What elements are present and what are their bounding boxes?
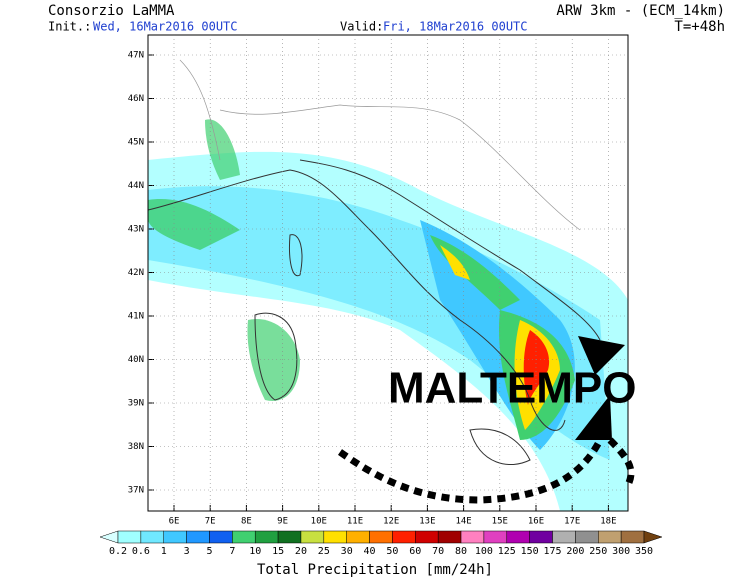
colorbar-label: 150 [521,546,539,557]
colorbar-over [643,530,663,544]
colorbar-box [483,530,508,544]
arrow-bottom [575,395,612,440]
lon-label: 16E [528,517,544,527]
lat-label: 38N [128,442,144,452]
precip-light2 [148,186,610,460]
colorbar-label: 0.2 [109,546,127,557]
precip-sardinia [247,319,300,401]
colorbar-label: 3 [184,546,190,557]
colorbar-box [277,530,302,544]
colorbar-label: 200 [566,546,584,557]
colorbar-label: 175 [543,546,561,557]
dotted-arc [337,438,604,504]
lon-label: 12E [383,517,399,527]
colorbar-box [460,530,485,544]
borders [179,59,581,231]
colorbar-label: 0.6 [132,546,150,557]
init-date: Wed, 16Mar2016 00UTC [93,20,238,34]
model: ARW 3km - (ECM_14km) [556,3,725,19]
colorbar-box [415,530,439,544]
lat-label: 43N [128,225,144,235]
precip-red [523,330,550,405]
colorbar-label: 70 [432,546,444,557]
lat-label: 41N [128,312,144,322]
colorbar-box [369,530,393,544]
colorbar-label: 40 [364,546,376,557]
colorbar-box [140,530,164,544]
colorbar-box [163,530,187,544]
map-field [148,35,628,511]
colorbar-label: 25 [318,546,330,557]
colorbar-box [346,530,370,544]
dotted-arc-right [607,437,635,487]
lat-label: 40N [128,355,144,365]
lat-label: 39N [128,399,144,409]
lon-label: 17E [564,517,580,527]
lon-label: 6E [169,517,180,527]
colorbar-box [232,530,256,544]
colorbar-title: Total Precipitation [mm/24h] [257,562,493,578]
colorbar-label: 250 [589,546,607,557]
init-label: Init.: [48,20,91,34]
colorbar-box [117,530,142,544]
colorbar-label: 125 [498,546,516,557]
lat-label: 45N [128,138,144,148]
lat-label: 44N [128,181,144,191]
colorbar-box [300,530,325,544]
colorbar-box [186,530,210,544]
lead-time: T=+48h [674,19,725,35]
colorbar-box [552,530,576,544]
colorbar-box [506,530,530,544]
colorbar-box [598,530,622,544]
colorbar-label: 20 [295,546,307,557]
colorbar-box [209,530,233,544]
colorbar-label: 7 [229,546,235,557]
colorbar-label: 100 [475,546,493,557]
colorbar-label: 30 [341,546,353,557]
graticule: 47N 46N 45N 44N 43N 42N 41N 40N 39N 38N 37N 6E 7E 8E 9… [128,35,628,527]
colorbar-label: 60 [409,546,421,557]
title: Consorzio LaMMA [48,3,175,19]
lon-label: 10E [311,517,327,527]
valid-label: Valid: [340,20,383,34]
lon-label: 7E [205,517,216,527]
valid-date: Fri, 18Mar2016 00UTC [383,20,528,34]
colorbar-box [254,530,279,544]
colorbar-label: 50 [386,546,398,557]
annotation: MALTEMPO [388,364,637,413]
colorbar-box [529,530,553,544]
precip-west [148,199,240,250]
colorbar-label: 5 [206,546,212,557]
coastlines [148,159,601,466]
colorbar-under [99,530,119,544]
colorbar-box [620,530,645,544]
colorbar-box [323,530,347,544]
lat-label: 46N [128,94,144,104]
colorbar-label: 350 [635,546,653,557]
lon-label: 11E [347,517,363,527]
lon-label: 18E [600,517,616,527]
lon-label: 13E [419,517,435,527]
lon-label: 8E [241,517,252,527]
arrow-top [578,336,625,375]
precip-alps [205,119,240,180]
colorbar-box [392,530,416,544]
colorbar-label: 300 [612,546,630,557]
lat-label: 47N [128,51,144,61]
lat-label: 37N [128,486,144,496]
lon-label: 15E [492,517,508,527]
lon-label: 14E [455,517,471,527]
colorbar-label: 80 [455,546,467,557]
lon-label: 9E [277,517,288,527]
colorbar-label: 1 [161,546,167,557]
colorbar-box [575,530,599,544]
colorbar-label: 10 [249,546,261,557]
colorbar: 0.2 0.6 1 3 5 7 10 15 20 25 30 40 50 60 70 80 100 125 150 1… [99,530,663,557]
colorbar-box [437,530,462,544]
lat-label: 42N [128,268,144,278]
colorbar-label: 15 [272,546,284,557]
